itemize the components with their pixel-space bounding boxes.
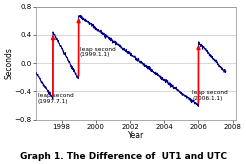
Text: leap second
(1999.1.1): leap second (1999.1.1): [79, 47, 115, 58]
Text: leap second
(1997.7.1): leap second (1997.7.1): [38, 93, 73, 104]
Y-axis label: Seconds: Seconds: [4, 47, 13, 79]
Text: leap second
(2006.1.1): leap second (2006.1.1): [193, 90, 228, 101]
Text: Graph 1. The Difference of  UT1 and UTC: Graph 1. The Difference of UT1 and UTC: [19, 152, 227, 161]
X-axis label: Year: Year: [128, 131, 144, 140]
